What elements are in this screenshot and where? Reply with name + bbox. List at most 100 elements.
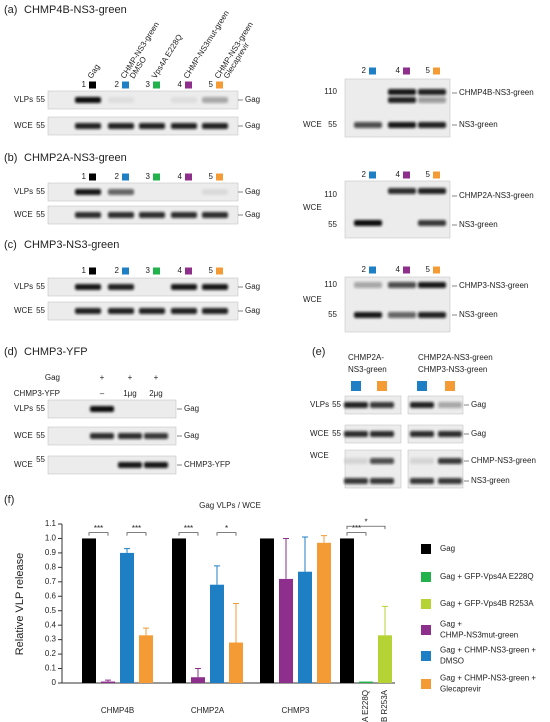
- y-tick-label: 0.5: [45, 606, 57, 615]
- lane-number: 5: [426, 66, 431, 75]
- error-bar: [105, 679, 111, 682]
- y-tick-label: 0.7: [45, 577, 57, 586]
- band: [410, 431, 434, 437]
- lane-swatch: [185, 267, 192, 275]
- band: [118, 462, 142, 468]
- error-bar: [302, 536, 308, 572]
- band: [202, 123, 228, 129]
- bar: [139, 635, 153, 683]
- significance-bracket: [126, 532, 147, 536]
- legend-swatch: [421, 625, 431, 635]
- lane-swatch: [403, 67, 410, 75]
- significance-bracket: [178, 532, 199, 536]
- panel-title: CHMP3-YFP: [24, 346, 88, 358]
- lane-number: 4: [178, 172, 183, 181]
- mw-marker: 110: [324, 87, 337, 96]
- lane-swatch: [89, 81, 96, 89]
- band: [418, 122, 446, 128]
- band: [144, 462, 168, 468]
- lane-number: 5: [426, 170, 431, 179]
- y-tick-label: 0.3: [45, 635, 57, 644]
- band: [75, 284, 101, 290]
- band: [139, 308, 165, 314]
- band: [418, 97, 446, 103]
- lane-swatch: [369, 266, 376, 274]
- mw-marker: 55: [36, 121, 45, 130]
- legend-label: Gag + CHMP-NS3-green + Glecaprevir: [440, 674, 536, 694]
- legend-swatch: [421, 599, 431, 609]
- panel-label: (a): [4, 4, 17, 16]
- y-tick-label: 0.9: [45, 548, 57, 557]
- band: [108, 97, 134, 103]
- mw-marker: 55: [36, 404, 45, 413]
- significance-label: *: [364, 517, 367, 526]
- band: [75, 189, 101, 195]
- band: [75, 308, 101, 314]
- band-label: NS3-green: [459, 120, 498, 129]
- y-axis-title: Relative VLP release: [14, 553, 26, 656]
- lane-number: 5: [209, 80, 214, 89]
- lane-swatch: [403, 171, 410, 179]
- band: [171, 97, 197, 103]
- y-tick-label: 0.1: [45, 664, 57, 673]
- significance-label: ***: [94, 524, 103, 533]
- band-label: Gag: [471, 429, 486, 438]
- band: [410, 402, 434, 408]
- lane-swatch: [89, 267, 96, 275]
- row-label: WCE: [303, 295, 322, 304]
- bar: [298, 571, 312, 683]
- band: [202, 284, 228, 290]
- legend-swatch: [421, 572, 431, 582]
- band: [370, 458, 394, 464]
- lane-swatch: [433, 171, 440, 179]
- band: [108, 284, 134, 290]
- lane-swatch: [403, 266, 410, 274]
- band-label: Gag: [245, 187, 260, 196]
- lane-swatch: [153, 81, 160, 89]
- mw-marker: 110: [324, 190, 337, 199]
- band-label: Gag: [245, 121, 260, 130]
- lane-swatch: [122, 81, 129, 89]
- band-label: CHMP3-YFP: [184, 460, 230, 469]
- panel-title: CHMP4B-NS3-green: [24, 4, 127, 16]
- y-tick-label: 0.8: [45, 562, 57, 571]
- band: [344, 402, 368, 408]
- row-label: WCE: [303, 120, 322, 129]
- row-label: VLPs: [14, 95, 33, 104]
- lane-swatch: [153, 267, 160, 275]
- group-label: CHMP2A-NS3-green: [418, 353, 493, 362]
- mw-marker: 55: [36, 455, 45, 464]
- lane-number: 5: [426, 265, 431, 274]
- legend-swatch: [421, 679, 431, 689]
- band-label: NS3-green: [459, 310, 498, 319]
- mw-marker: 55: [36, 306, 45, 315]
- band: [344, 431, 368, 437]
- lane-number: 3: [146, 266, 151, 275]
- group-label: CHMP3-NS3-green: [418, 365, 487, 374]
- row-label: WCE: [14, 306, 33, 315]
- blot: [47, 455, 177, 475]
- lane-swatch: [89, 173, 96, 181]
- lane-swatch: [153, 173, 160, 181]
- condition-value: 1μg: [123, 389, 137, 398]
- error-bar: [321, 535, 327, 543]
- condition-value: 2μg: [149, 389, 163, 398]
- x-tick-label: CHMP3: [281, 706, 310, 715]
- lane-swatch: [369, 171, 376, 179]
- band: [75, 123, 101, 129]
- row-label: WCE: [14, 431, 33, 440]
- lane-number: 2: [115, 266, 120, 275]
- condition-value: +: [100, 373, 105, 382]
- lane-number: 2: [362, 265, 367, 274]
- band: [438, 402, 462, 408]
- condition-value: +: [128, 373, 133, 382]
- lane-number: 3: [146, 172, 151, 181]
- band: [438, 431, 462, 437]
- bar: [340, 538, 354, 683]
- band: [418, 188, 446, 194]
- band: [438, 458, 462, 464]
- mw-marker: 55: [36, 431, 45, 440]
- band: [354, 122, 382, 128]
- band: [418, 282, 446, 288]
- row-label: VLPs: [14, 187, 33, 196]
